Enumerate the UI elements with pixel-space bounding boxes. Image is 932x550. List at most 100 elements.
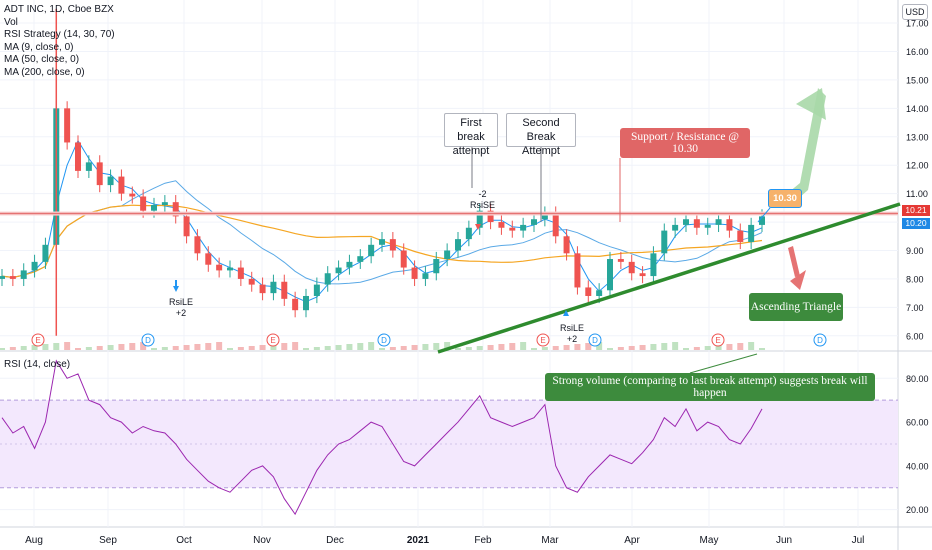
x-tick-label: Apr — [624, 535, 640, 546]
candle-body — [552, 213, 559, 237]
x-tick-label: Oct — [176, 535, 192, 546]
y-tick-label: 14.00 — [906, 104, 929, 114]
candle-body — [476, 210, 483, 228]
volume-bar — [303, 348, 309, 350]
candle-body — [509, 227, 516, 231]
volume-bar — [541, 347, 548, 350]
volume-bar — [205, 343, 212, 350]
candle-body — [0, 276, 5, 279]
candle-body — [693, 219, 700, 228]
volume-bar — [346, 344, 353, 350]
volume-bar — [487, 345, 494, 350]
volume-bar — [129, 343, 136, 350]
price-tag-note[interactable]: 10.30 — [768, 189, 802, 208]
y-tick-label: 6.00 — [906, 331, 924, 341]
support-resistance-note[interactable]: Support / Resistance @ 10.30 — [620, 128, 750, 158]
y-tick-label: 15.00 — [906, 75, 929, 85]
drawings[interactable] — [0, 88, 901, 374]
volume-bar — [107, 345, 114, 350]
volume-bar — [270, 344, 277, 350]
volume-bar — [455, 348, 461, 350]
volume-bar — [617, 347, 624, 350]
volume-bar — [140, 342, 147, 350]
volume-bar — [411, 345, 418, 350]
rsi-legend[interactable]: RSI (14, close) — [4, 359, 71, 370]
x-tick-label: Dec — [326, 535, 344, 546]
candle-body — [259, 284, 266, 294]
candle-body — [292, 298, 299, 311]
candle-body — [683, 219, 689, 225]
currency-button[interactable]: USD — [902, 4, 928, 20]
legend-vol[interactable]: Vol — [4, 16, 18, 28]
first-break-callout[interactable]: First break attempt — [444, 113, 498, 157]
volume-bar — [607, 348, 613, 350]
volume-bar — [650, 344, 657, 350]
legend-ma200[interactable]: MA (200, close, 0) — [4, 66, 85, 78]
legend-rsi-strategy[interactable]: RSI Strategy (14, 30, 70) — [4, 29, 115, 41]
event-marker-label: D — [145, 336, 151, 345]
y-tick-label: 9.00 — [906, 246, 924, 256]
ascending-triangle-note[interactable]: Ascending Triangle — [749, 293, 843, 321]
volume-bar — [563, 345, 570, 350]
rsi-tick-label: 40.00 — [906, 461, 929, 471]
volume-bar — [75, 348, 81, 350]
event-marker — [536, 333, 550, 347]
volume-bar — [172, 346, 179, 350]
y-tick-label: 7.00 — [906, 303, 924, 313]
y-tick-label: 13.00 — [906, 132, 929, 142]
candle-body — [118, 176, 125, 194]
volume-bar — [118, 344, 125, 350]
candle-body — [205, 253, 212, 265]
event-marker-label: D — [592, 336, 598, 345]
candle-body — [520, 224, 527, 231]
volume-bar — [672, 342, 679, 350]
volume-bar — [151, 348, 157, 350]
volume-bar — [400, 346, 407, 350]
y-tick-label: 17.00 — [906, 19, 929, 29]
volume-bar — [520, 342, 527, 350]
volume-bar — [596, 342, 603, 350]
event-marker-label: D — [817, 336, 823, 345]
candle-body — [64, 108, 71, 143]
volume-bar — [585, 343, 592, 350]
symbol-title[interactable]: ADT INC, 1D, Cboe BZX — [4, 4, 114, 15]
x-tick-label: Nov — [253, 535, 271, 546]
candle-body — [379, 239, 385, 245]
candle-body — [42, 244, 49, 262]
signal-rsile-1: RsiLE +2 — [169, 297, 194, 318]
sell-signal-arrow — [475, 224, 481, 230]
candle-body — [574, 253, 581, 288]
volume-bar — [737, 343, 744, 350]
candle-body — [270, 281, 277, 294]
candle-body — [748, 224, 755, 242]
candle-body — [248, 278, 255, 285]
volume-bar — [227, 348, 233, 350]
volume-note[interactable]: Strong volume (comparing to last break a… — [545, 373, 875, 401]
rsi-band — [0, 399, 898, 489]
candle-body — [400, 250, 407, 268]
candle-body — [129, 193, 136, 197]
event-marker-label: E — [270, 336, 275, 345]
buy-signal-arrow — [173, 286, 179, 292]
legend-ma9[interactable]: MA (9, close, 0) — [4, 41, 74, 53]
legend-ma50[interactable]: MA (50, close, 0) — [4, 54, 80, 66]
candlesticks — [0, 8, 765, 336]
volume-bar — [183, 345, 190, 350]
volume-bar — [20, 346, 27, 350]
volume-bar — [639, 345, 646, 350]
volume-bar — [53, 343, 60, 350]
volume-bars — [0, 342, 765, 350]
candle-body — [357, 256, 364, 262]
x-tick-label: 2021 — [407, 535, 430, 546]
event-marker — [813, 333, 827, 347]
candle-body — [563, 236, 570, 254]
volume-bar — [433, 343, 440, 350]
volume-bar — [9, 347, 16, 350]
candle-body — [96, 162, 103, 186]
second-break-callout[interactable]: Second Break Attempt — [506, 113, 576, 157]
event-marker — [588, 333, 602, 347]
volume-bar — [85, 347, 92, 350]
candle-body — [433, 259, 440, 274]
